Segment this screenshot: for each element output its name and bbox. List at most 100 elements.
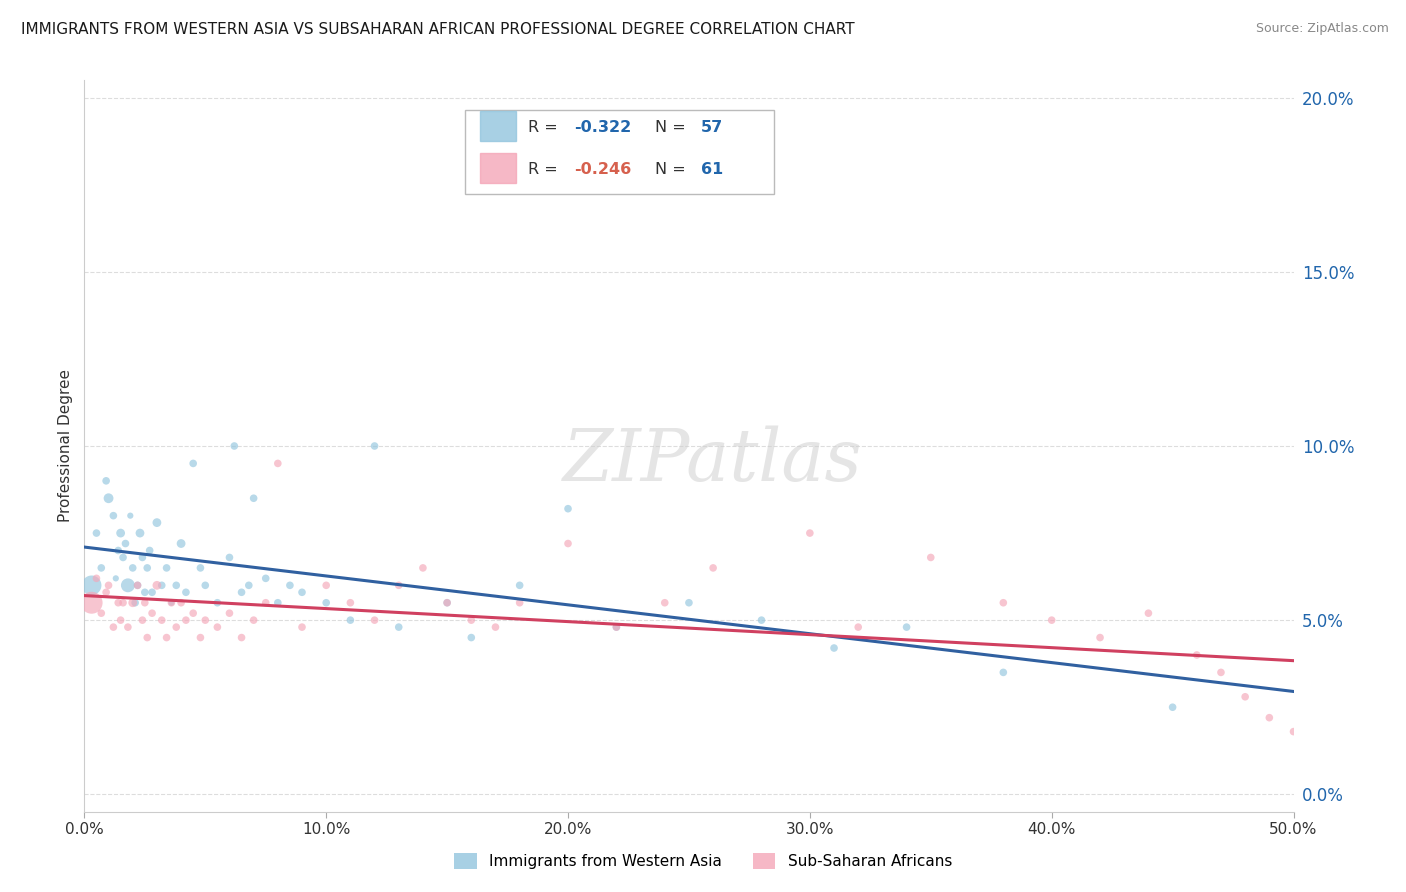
Point	[124, 596, 146, 610]
Bar	[479, 153, 516, 183]
Point	[165, 620, 187, 634]
Point	[254, 571, 277, 585]
Point	[1161, 700, 1184, 714]
Point	[110, 526, 132, 541]
Point	[150, 613, 173, 627]
Point	[90, 561, 112, 575]
Point	[134, 585, 156, 599]
Point	[207, 620, 229, 634]
Point	[1088, 631, 1111, 645]
Point	[1234, 690, 1257, 704]
Point	[509, 596, 531, 610]
Point	[112, 550, 135, 565]
Point	[94, 585, 117, 599]
Point	[291, 620, 314, 634]
Point	[136, 561, 159, 575]
Point	[146, 516, 169, 530]
Point	[224, 439, 246, 453]
Point	[751, 613, 773, 627]
Point	[127, 578, 149, 592]
Point	[1282, 724, 1305, 739]
Text: 57: 57	[702, 120, 723, 135]
Point	[103, 620, 125, 634]
Point	[97, 491, 120, 506]
Point	[231, 631, 253, 645]
Point	[993, 665, 1015, 680]
Point	[460, 613, 482, 627]
Point	[388, 578, 411, 592]
Point	[267, 596, 290, 610]
Point	[194, 613, 217, 627]
Point	[174, 613, 197, 627]
Point	[170, 596, 193, 610]
Point	[1302, 717, 1324, 731]
Point	[1306, 682, 1329, 697]
Point	[460, 631, 482, 645]
Point	[1137, 606, 1160, 620]
Point	[557, 501, 579, 516]
Point	[315, 578, 337, 592]
Point	[242, 613, 264, 627]
Point	[557, 536, 579, 550]
Point	[160, 596, 183, 610]
Point	[155, 561, 177, 575]
FancyBboxPatch shape	[465, 110, 773, 194]
Point	[181, 457, 204, 471]
Point	[238, 578, 260, 592]
Text: ZIPatlas: ZIPatlas	[564, 425, 863, 496]
Point	[104, 571, 127, 585]
Point	[103, 508, 125, 523]
Legend: Immigrants from Western Asia, Sub-Saharan Africans: Immigrants from Western Asia, Sub-Sahara…	[449, 847, 957, 875]
Point	[702, 561, 724, 575]
Point	[509, 578, 531, 592]
Point	[121, 561, 143, 575]
Point	[121, 596, 143, 610]
Point	[339, 596, 361, 610]
Point	[138, 543, 160, 558]
Text: -0.246: -0.246	[574, 162, 631, 177]
Point	[112, 596, 135, 610]
Point	[207, 596, 229, 610]
Point	[165, 578, 187, 592]
Text: N =: N =	[655, 120, 690, 135]
Y-axis label: Professional Degree: Professional Degree	[58, 369, 73, 523]
Point	[291, 585, 314, 599]
Point	[242, 491, 264, 506]
Point	[120, 508, 142, 523]
Point	[436, 596, 458, 610]
Point	[605, 620, 627, 634]
Point	[141, 585, 163, 599]
Point	[1295, 700, 1317, 714]
Point	[90, 606, 112, 620]
Point	[846, 620, 869, 634]
Point	[170, 536, 193, 550]
Point	[174, 585, 197, 599]
Point	[190, 561, 212, 575]
Point	[1040, 613, 1063, 627]
Point	[231, 585, 253, 599]
Point	[136, 631, 159, 645]
Point	[267, 457, 290, 471]
Point	[97, 578, 120, 592]
Point	[114, 536, 136, 550]
Point	[134, 596, 156, 610]
Point	[194, 578, 217, 592]
Text: 61: 61	[702, 162, 723, 177]
Point	[363, 613, 385, 627]
Point	[155, 631, 177, 645]
Text: R =: R =	[529, 162, 562, 177]
Point	[218, 550, 240, 565]
Point	[110, 613, 132, 627]
Point	[141, 606, 163, 620]
Point	[920, 550, 942, 565]
Point	[436, 596, 458, 610]
Point	[363, 439, 385, 453]
Point	[107, 596, 129, 610]
Point	[80, 578, 103, 592]
Point	[146, 578, 169, 592]
Point	[993, 596, 1015, 610]
Point	[254, 596, 277, 610]
Point	[218, 606, 240, 620]
Point	[181, 606, 204, 620]
Point	[190, 631, 212, 645]
